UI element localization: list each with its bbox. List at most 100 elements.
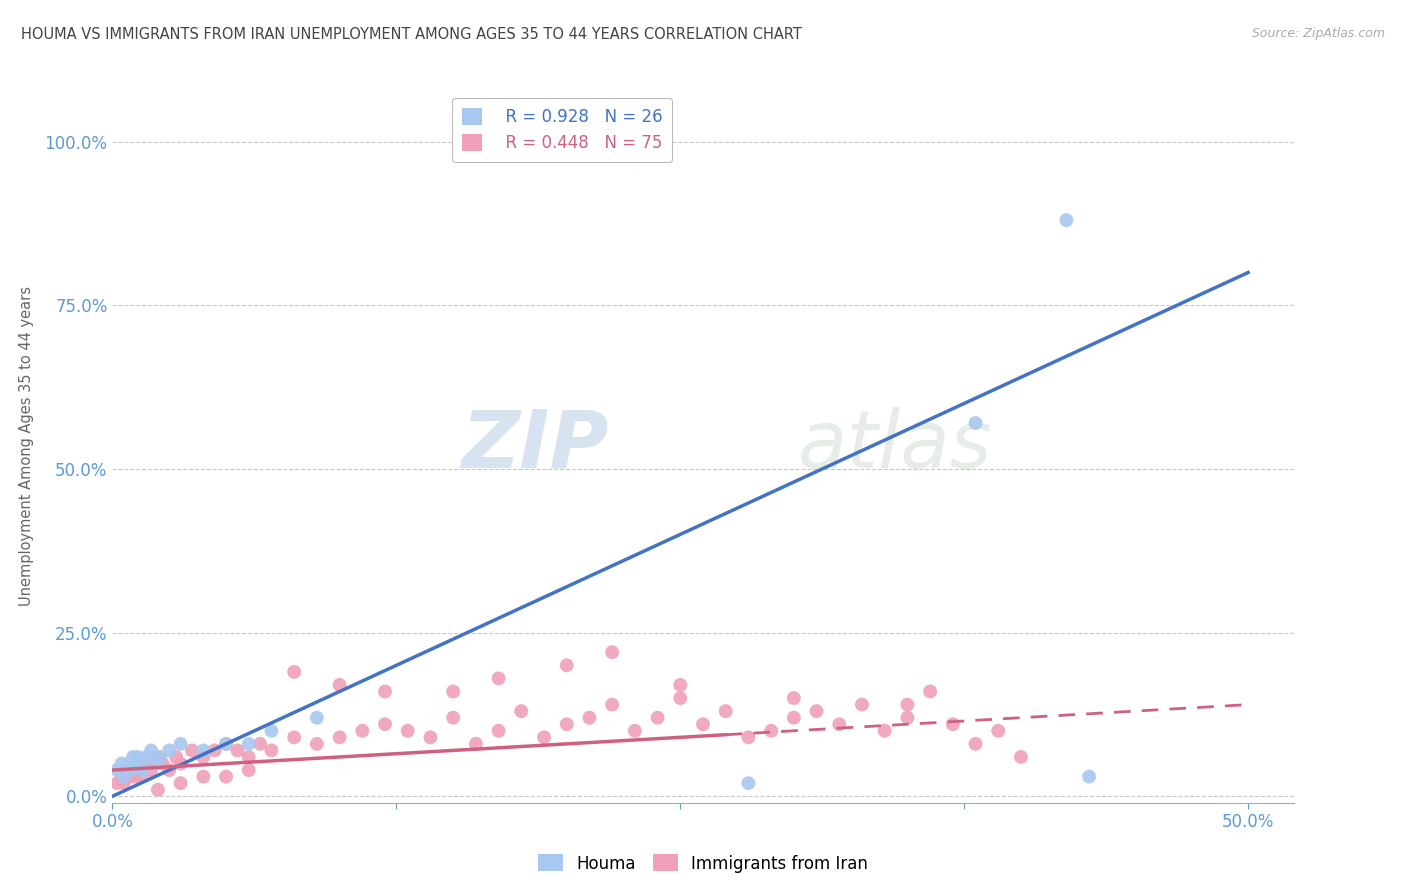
- Point: [783, 691, 806, 706]
- Point: [692, 717, 714, 731]
- Legend:   R = 0.928   N = 26,   R = 0.448   N = 75: R = 0.928 N = 26, R = 0.448 N = 75: [451, 97, 672, 162]
- Point: [226, 743, 249, 757]
- Point: [488, 723, 510, 738]
- Point: [110, 756, 132, 771]
- Point: [128, 763, 150, 777]
- Point: [441, 711, 464, 725]
- Point: [193, 743, 215, 757]
- Point: [783, 711, 806, 725]
- Point: [737, 776, 759, 790]
- Point: [1054, 213, 1077, 227]
- Point: [555, 658, 578, 673]
- Point: [374, 717, 396, 731]
- Point: [555, 717, 578, 731]
- Point: [131, 763, 153, 777]
- Point: [851, 698, 873, 712]
- Point: [987, 723, 1010, 738]
- Point: [142, 756, 165, 771]
- Point: [146, 782, 169, 797]
- Point: [965, 416, 987, 430]
- Point: [131, 770, 153, 784]
- Point: [578, 711, 600, 725]
- Point: [828, 717, 851, 731]
- Point: [135, 756, 157, 771]
- Point: [896, 698, 918, 712]
- Point: [896, 711, 918, 725]
- Point: [283, 731, 305, 745]
- Text: atlas: atlas: [797, 407, 993, 485]
- Point: [165, 750, 187, 764]
- Point: [669, 691, 692, 706]
- Point: [920, 684, 942, 698]
- Point: [806, 704, 828, 718]
- Point: [127, 750, 149, 764]
- Point: [965, 737, 987, 751]
- Y-axis label: Unemployment Among Ages 35 to 44 years: Unemployment Among Ages 35 to 44 years: [18, 286, 34, 606]
- Point: [112, 776, 135, 790]
- Point: [249, 737, 271, 751]
- Point: [942, 717, 965, 731]
- Point: [600, 698, 623, 712]
- Point: [135, 750, 157, 764]
- Point: [396, 723, 419, 738]
- Point: [737, 731, 759, 745]
- Point: [238, 737, 260, 751]
- Point: [441, 684, 464, 698]
- Point: [488, 672, 510, 686]
- Point: [117, 763, 139, 777]
- Point: [714, 704, 737, 718]
- Point: [600, 645, 623, 659]
- Point: [1010, 750, 1032, 764]
- Point: [352, 723, 374, 738]
- Point: [873, 723, 896, 738]
- Point: [139, 743, 162, 757]
- Point: [127, 756, 149, 771]
- Point: [215, 737, 238, 751]
- Point: [193, 770, 215, 784]
- Point: [145, 756, 167, 771]
- Point: [305, 711, 328, 725]
- Point: [260, 723, 283, 738]
- Point: [128, 756, 150, 771]
- Point: [283, 665, 305, 679]
- Point: [181, 743, 204, 757]
- Point: [374, 684, 396, 698]
- Point: [124, 756, 146, 771]
- Point: [115, 770, 138, 784]
- Point: [624, 723, 647, 738]
- Point: [647, 711, 669, 725]
- Point: [117, 756, 139, 771]
- Point: [215, 737, 238, 751]
- Point: [1078, 770, 1101, 784]
- Point: [759, 723, 782, 738]
- Point: [238, 763, 260, 777]
- Point: [122, 750, 145, 764]
- Legend: Houma, Immigrants from Iran: Houma, Immigrants from Iran: [531, 847, 875, 880]
- Text: ZIP: ZIP: [461, 407, 609, 485]
- Point: [260, 743, 283, 757]
- Point: [110, 770, 132, 784]
- Point: [204, 743, 226, 757]
- Point: [157, 743, 180, 757]
- Point: [120, 770, 142, 784]
- Point: [169, 756, 191, 771]
- Text: HOUMA VS IMMIGRANTS FROM IRAN UNEMPLOYMENT AMONG AGES 35 TO 44 YEARS CORRELATION: HOUMA VS IMMIGRANTS FROM IRAN UNEMPLOYME…: [21, 27, 801, 42]
- Point: [669, 678, 692, 692]
- Point: [105, 763, 128, 777]
- Point: [464, 737, 486, 751]
- Point: [149, 750, 172, 764]
- Point: [193, 750, 215, 764]
- Point: [122, 763, 145, 777]
- Text: Source: ZipAtlas.com: Source: ZipAtlas.com: [1251, 27, 1385, 40]
- Point: [105, 776, 128, 790]
- Point: [329, 731, 352, 745]
- Point: [152, 756, 174, 771]
- Point: [169, 737, 191, 751]
- Point: [329, 678, 352, 692]
- Point: [120, 763, 142, 777]
- Point: [510, 704, 533, 718]
- Point: [169, 776, 191, 790]
- Point: [533, 731, 555, 745]
- Point: [157, 763, 180, 777]
- Point: [112, 770, 135, 784]
